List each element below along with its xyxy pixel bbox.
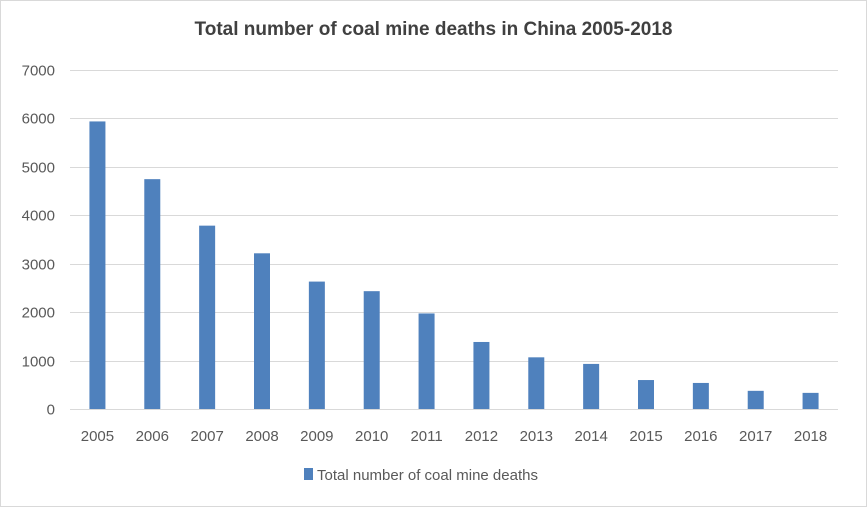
x-tick-label: 2017 (739, 428, 772, 445)
bar-2012 (473, 341, 490, 409)
legend-label: Total number of coal mine deaths (317, 467, 538, 484)
bar-2015 (638, 380, 654, 409)
bar-2010 (363, 291, 380, 409)
bar-2013 (528, 357, 545, 409)
x-tick-label: 2013 (520, 428, 553, 445)
bar-2007 (199, 225, 216, 409)
y-axis-tick-labels: 0 1000 2000 3000 4000 5000 6000 7000 (22, 63, 55, 419)
x-tick-label: 2016 (684, 428, 717, 445)
bar-2018 (802, 392, 819, 409)
gridlines (70, 70, 838, 410)
x-tick-label: 2007 (190, 428, 223, 445)
x-tick-label: 2010 (355, 428, 388, 445)
bars (89, 121, 819, 409)
y-tick-label: 6000 (22, 111, 55, 128)
x-tick-label: 2009 (300, 428, 333, 445)
x-tick-label: 2018 (794, 428, 827, 445)
x-tick-label: 2008 (245, 428, 278, 445)
y-tick-label: 4000 (22, 208, 55, 225)
bar-2006 (144, 179, 161, 409)
x-tick-label: 2012 (465, 428, 498, 445)
bar-2017 (747, 390, 764, 409)
legend-swatch (304, 468, 313, 480)
chart-title: Total number of coal mine deaths in Chin… (194, 19, 673, 40)
bar-2011 (418, 313, 435, 409)
bar-2008 (254, 253, 270, 409)
x-tick-label: 2005 (81, 428, 114, 445)
y-tick-label: 3000 (22, 257, 55, 274)
x-tick-label: 2014 (574, 428, 607, 445)
x-axis-tick-labels: 2005 2006 2007 2008 2009 2010 2011 2012 2013 2014… (81, 428, 828, 445)
bar-2014 (583, 363, 600, 409)
x-tick-label: 2015 (629, 428, 662, 445)
legend: Total number of coal mine deaths (304, 467, 538, 484)
y-tick-label: 5000 (22, 160, 55, 177)
bar-2016 (692, 382, 709, 409)
bar-2009 (308, 281, 325, 409)
y-tick-label: 7000 (22, 63, 55, 80)
x-tick-label: 2006 (136, 428, 169, 445)
y-tick-label: 0 (47, 402, 55, 419)
bar-2005 (89, 121, 106, 409)
x-tick-label: 2011 (410, 428, 442, 445)
y-tick-label: 1000 (22, 354, 55, 371)
y-tick-label: 2000 (22, 305, 55, 322)
